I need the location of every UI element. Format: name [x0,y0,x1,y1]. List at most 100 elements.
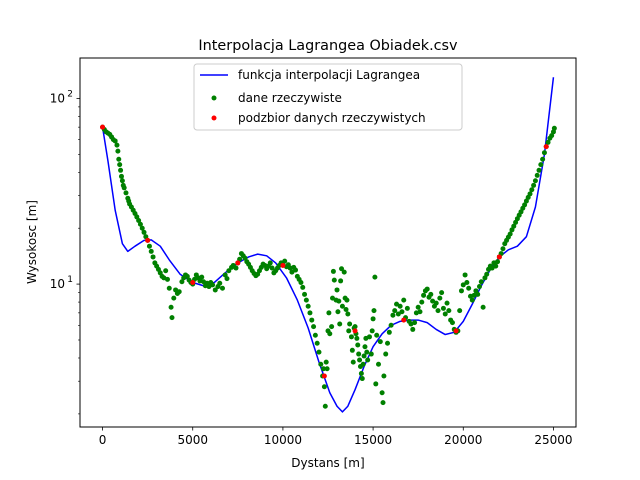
data-point [475,291,481,297]
data-point [439,290,445,296]
data-point [121,185,127,191]
data-point [390,312,396,318]
data-point [293,267,299,273]
data-point [415,304,421,310]
data-point [139,225,145,231]
data-point [356,351,362,357]
data-point [323,359,329,365]
data-point [119,178,125,184]
data-point [394,301,400,307]
data-point [536,167,542,173]
data-point [114,142,120,148]
x-tick-label: 15000 [354,433,392,447]
data-point [314,340,320,346]
data-point [464,279,470,285]
data-point [417,309,423,315]
x-tick-label: 20000 [444,433,482,447]
data-point [326,310,332,316]
data-point [309,317,315,323]
subset-point [280,262,286,268]
x-axis-label: Dystans [m] [291,456,364,470]
data-point [321,384,327,390]
data-point [419,299,425,305]
data-point [458,288,464,294]
data-point [385,340,391,346]
data-point [339,266,345,272]
data-point [379,390,385,396]
data-point [500,246,506,252]
x-tick-label: 10000 [264,433,302,447]
data-point [395,311,401,317]
data-point [327,331,333,337]
data-point [354,335,360,341]
data-point [349,347,355,353]
data-point [233,265,239,271]
data-point [404,305,410,311]
data-point [466,285,472,291]
data-point [163,268,169,274]
data-point [341,269,347,275]
data-point [428,291,434,297]
data-point [478,279,484,285]
data-point [329,324,335,330]
data-point [302,291,308,297]
data-point [392,308,398,314]
data-point [305,303,311,309]
data-point [226,268,232,274]
subset-point [401,317,407,323]
data-point [433,300,439,306]
data-point [529,187,535,193]
data-point [345,311,351,317]
subset-point [321,373,327,379]
data-point [410,326,416,332]
data-point [381,373,387,379]
data-point [366,334,372,340]
data-point [442,311,448,317]
data-point [541,150,547,156]
data-point [437,295,443,301]
data-point [460,282,466,288]
data-point [380,400,386,406]
data-point [386,329,392,335]
data-point [166,285,172,291]
y-tick-exponent: 2 [67,89,73,99]
data-point [176,289,182,295]
data-point [336,298,342,304]
data-point [424,286,430,292]
data-point [212,287,218,293]
data-point [118,173,124,179]
data-point [117,162,123,168]
data-point [449,320,455,326]
data-point [435,308,441,314]
data-point [324,366,330,372]
data-point [199,274,205,280]
data-point [339,303,345,309]
subset-point [100,124,106,130]
data-point [343,306,349,312]
data-point [348,334,354,340]
data-point [219,285,225,291]
data-point [267,260,273,266]
data-point [338,278,344,284]
data-point [355,342,361,348]
subset-point [543,144,549,150]
data-point [115,148,121,154]
series-scatter-subset [100,124,549,379]
data-point [171,295,177,301]
subset-point [190,279,196,285]
data-point [168,304,174,310]
data-point [344,297,350,303]
data-point [352,324,358,330]
data-point [388,322,394,328]
data-point [318,361,324,367]
data-point [141,229,147,235]
data-point [507,231,513,237]
y-tick-label: 10 [50,91,65,105]
y-tick-label: 10 [50,277,65,291]
data-point [371,308,377,314]
data-point [322,403,328,409]
data-point [164,276,170,282]
series-line-interpolation [101,77,555,413]
